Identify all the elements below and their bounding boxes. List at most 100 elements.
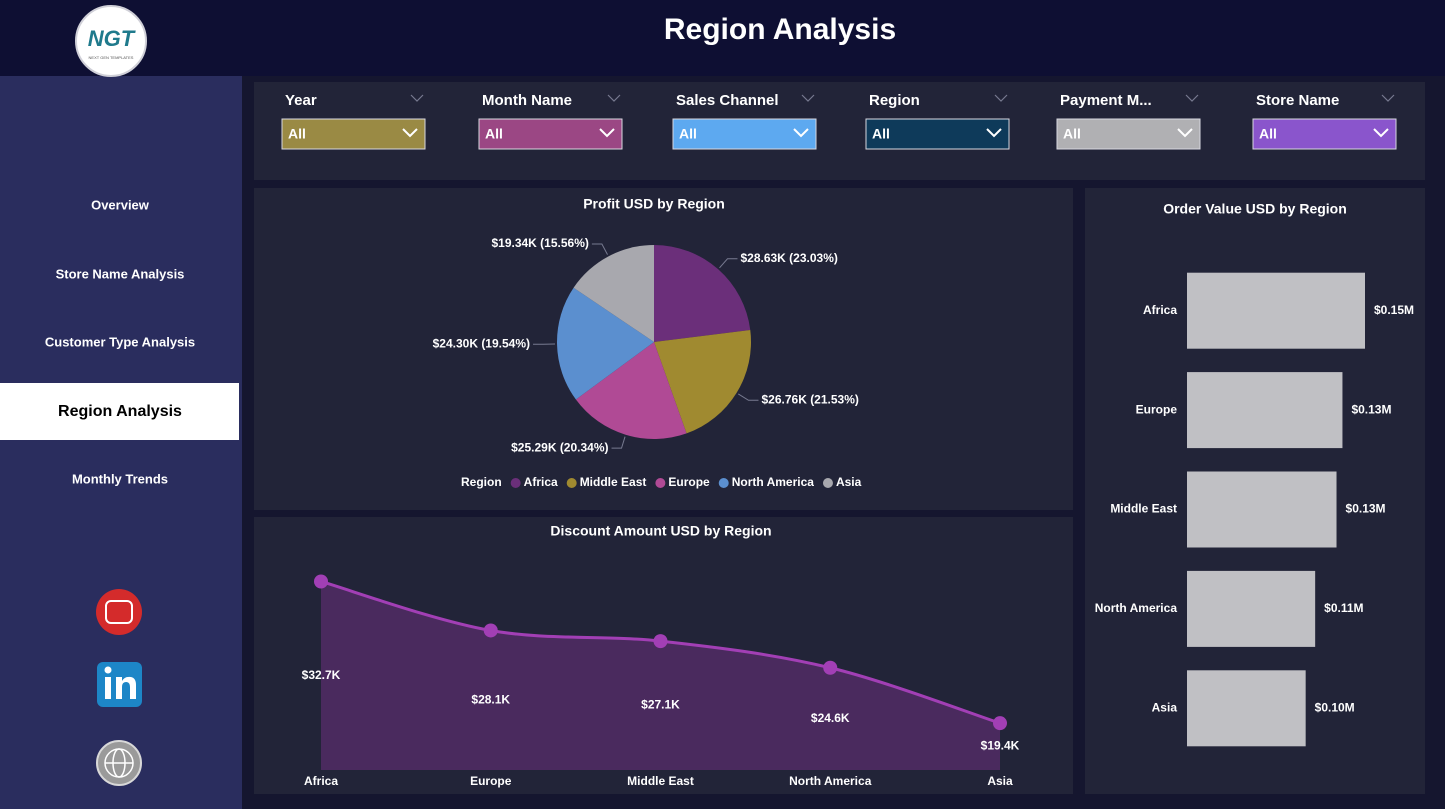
filter-chevron — [1177, 128, 1193, 138]
pie-slice — [654, 245, 751, 342]
data-label: $32.7K — [302, 668, 341, 682]
pie-slice — [575, 342, 687, 440]
data-label: $19.34K (15.56%) — [491, 236, 588, 250]
filter-value: All — [1259, 126, 1277, 142]
filter-label: Store Name — [1256, 92, 1339, 109]
data-label: $0.11M — [1324, 601, 1363, 615]
legend-label: Middle East — [580, 475, 647, 489]
filter-dropdown[interactable] — [1056, 118, 1201, 150]
bar — [1187, 471, 1337, 548]
logo-subtitle: NEXT GEN TEMPLATES — [89, 55, 134, 60]
point — [314, 574, 328, 589]
leader-line — [611, 436, 626, 449]
filter-label: Month Name — [482, 92, 572, 109]
data-label: $25.29K (20.34%) — [511, 440, 608, 454]
logo — [75, 5, 147, 77]
chart-title: Profit USD by Region — [583, 196, 725, 212]
leader-line — [591, 243, 608, 255]
legend-label: Asia — [836, 475, 862, 489]
legend-title: Region — [461, 475, 502, 489]
data-label: $28.1K — [471, 692, 510, 706]
filter-dropdown[interactable] — [478, 118, 623, 150]
header-bar — [0, 0, 1445, 76]
data-label: $0.13M — [1346, 502, 1386, 516]
filter-header-chevron — [607, 94, 621, 102]
filter-value: All — [872, 126, 890, 142]
x-tick-label: Europe — [470, 774, 512, 788]
bar — [1187, 372, 1343, 449]
filter-value: All — [288, 126, 306, 142]
filter-chevron — [599, 128, 615, 138]
linkedin-icon[interactable] — [97, 662, 142, 707]
legend-label: Europe — [668, 475, 710, 489]
bar — [1187, 272, 1365, 349]
y-tick-label: Asia — [1152, 700, 1178, 714]
legend-swatch — [718, 478, 729, 488]
filter-header-chevron — [994, 94, 1008, 102]
point — [653, 634, 668, 649]
y-tick-label: Middle East — [1110, 502, 1177, 516]
youtube-icon[interactable] — [96, 589, 142, 635]
x-tick-label: Africa — [304, 774, 338, 788]
logo-text: NGT — [88, 26, 136, 51]
filter-header-chevron — [1381, 94, 1395, 102]
nav-item[interactable]: Region Analysis — [58, 403, 182, 420]
nav-selected-background — [0, 383, 239, 440]
x-tick-label: Asia — [987, 774, 1013, 788]
legend-swatch — [822, 478, 833, 488]
chart-title: Order Value USD by Region — [1163, 201, 1347, 217]
data-label: $0.13M — [1351, 402, 1391, 416]
area-fill — [321, 581, 1000, 770]
data-label: $0.10M — [1315, 700, 1355, 714]
leader-line — [719, 258, 738, 269]
filter-panel — [254, 82, 1425, 180]
bar — [1187, 570, 1316, 647]
data-label: $28.63K (23.03%) — [740, 251, 837, 265]
legend-swatch — [655, 478, 666, 488]
legend-label: North America — [732, 475, 815, 489]
nav-item[interactable]: Monthly Trends — [72, 471, 168, 486]
filter-chevron — [793, 128, 809, 138]
data-label: $27.1K — [641, 698, 680, 712]
pie-slice — [573, 245, 654, 342]
filter-chevron — [1373, 128, 1389, 138]
content-layer: Overview Store Name Analysis Customer Type… — [0, 92, 1414, 788]
filter-dropdown[interactable] — [672, 118, 817, 150]
filter-label: Year — [285, 92, 317, 109]
filter-dropdown[interactable] — [1252, 118, 1397, 150]
x-tick-label: Middle East — [627, 774, 694, 788]
y-tick-label: North America — [1095, 601, 1178, 615]
legend-swatch — [566, 478, 577, 488]
filter-dropdown[interactable] — [281, 118, 426, 150]
point — [823, 660, 838, 675]
pie-slice — [654, 330, 751, 434]
nav-item[interactable]: Customer Type Analysis — [45, 334, 195, 349]
filter-header-chevron — [1185, 94, 1199, 102]
filter-value: All — [1063, 126, 1081, 142]
y-tick-label: Europe — [1136, 402, 1178, 416]
filter-value: All — [679, 126, 697, 142]
y-tick-label: Africa — [1143, 303, 1177, 317]
data-label: $19.4K — [981, 739, 1020, 753]
filter-chevron — [986, 128, 1002, 138]
chart-title: Discount Amount USD by Region — [550, 523, 771, 539]
nav-item[interactable]: Store Name Analysis — [56, 266, 185, 281]
website-icon[interactable] — [96, 740, 142, 786]
data-label: $26.76K (21.53%) — [761, 392, 858, 406]
filter-header-chevron — [801, 94, 815, 102]
filter-dropdown[interactable] — [865, 118, 1010, 150]
leader-line — [738, 393, 759, 401]
bar — [1187, 670, 1306, 747]
filter-chevron — [402, 128, 418, 138]
page-title: Region Analysis — [664, 13, 896, 46]
point — [993, 716, 1007, 731]
filter-label: Payment M... — [1060, 92, 1152, 109]
data-label: $24.6K — [811, 711, 850, 725]
legend-swatch — [510, 478, 521, 488]
data-label: $24.30K (19.54%) — [433, 336, 530, 350]
nav-item[interactable]: Overview — [91, 197, 150, 212]
data-label: $0.15M — [1374, 303, 1414, 317]
legend-label: Africa — [524, 475, 558, 489]
